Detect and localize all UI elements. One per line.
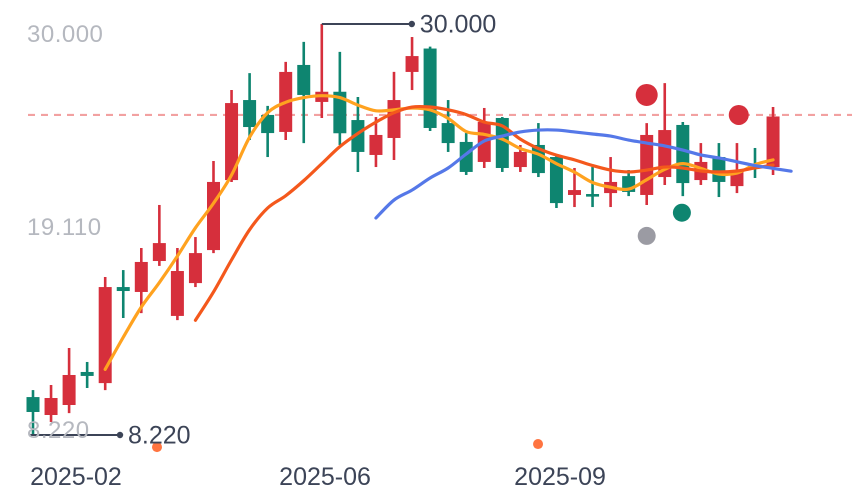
candle[interactable] bbox=[622, 170, 636, 197]
candle-body bbox=[207, 181, 220, 251]
x-axis-label-2025-06: 2025-06 bbox=[279, 463, 371, 491]
candle-body bbox=[712, 157, 726, 182]
candle-body bbox=[62, 374, 76, 405]
candle[interactable] bbox=[243, 73, 257, 141]
candle[interactable] bbox=[80, 361, 94, 389]
event-dot-marker[interactable] bbox=[533, 439, 544, 450]
y-axis-label-bottom: 8.220 bbox=[27, 417, 90, 444]
candle[interactable] bbox=[225, 90, 239, 182]
candle[interactable] bbox=[694, 143, 708, 185]
candle-body bbox=[152, 243, 166, 262]
candle-body bbox=[387, 100, 401, 138]
y-axis-label-top: 30.000 bbox=[27, 21, 104, 48]
candle[interactable] bbox=[369, 117, 383, 168]
candle-body bbox=[586, 194, 600, 197]
signal-circle-marker[interactable] bbox=[672, 203, 691, 222]
candle-body bbox=[423, 48, 437, 128]
candle-body bbox=[44, 398, 58, 415]
extreme-annotation bbox=[321, 20, 415, 28]
signal-circle-marker[interactable] bbox=[637, 226, 656, 245]
candle-body bbox=[441, 123, 455, 144]
candle-body bbox=[568, 190, 581, 195]
candle-body bbox=[369, 134, 383, 155]
candle-body bbox=[658, 130, 672, 178]
ma-fast-orange-line bbox=[103, 94, 775, 371]
candle[interactable] bbox=[297, 41, 311, 144]
x-axis-label-2025-02: 2025-02 bbox=[30, 463, 122, 491]
extreme-annotation bbox=[30, 431, 124, 439]
event-dot-marker[interactable] bbox=[152, 442, 163, 453]
candle[interactable] bbox=[62, 348, 76, 414]
candle-body bbox=[405, 56, 419, 72]
candle-body bbox=[513, 151, 527, 168]
candle[interactable] bbox=[152, 204, 166, 266]
candle[interactable] bbox=[676, 121, 690, 197]
candle-body bbox=[225, 103, 239, 181]
candle-body bbox=[134, 261, 148, 292]
candle[interactable] bbox=[405, 37, 419, 91]
candle-body bbox=[261, 114, 275, 134]
candle-body bbox=[495, 117, 509, 168]
x-axis-label-2025-09: 2025-09 bbox=[514, 463, 606, 491]
candle[interactable] bbox=[640, 123, 654, 205]
y-axis-label-middle: 19.110 bbox=[27, 213, 102, 241]
candle-body bbox=[80, 371, 94, 376]
candle[interactable] bbox=[730, 143, 744, 194]
candle-body bbox=[243, 100, 257, 128]
candle-body bbox=[549, 157, 563, 204]
ma-slow-orange-line bbox=[193, 104, 775, 322]
signal-circle-marker[interactable] bbox=[635, 83, 658, 106]
candle[interactable] bbox=[98, 277, 112, 391]
candle[interactable] bbox=[170, 247, 184, 321]
candle-body bbox=[766, 116, 780, 168]
candle[interactable] bbox=[116, 270, 130, 319]
candle-body bbox=[116, 287, 130, 292]
candle[interactable] bbox=[712, 143, 726, 198]
annotation-dot bbox=[408, 20, 415, 28]
candle[interactable] bbox=[586, 167, 600, 208]
candle-body bbox=[459, 141, 473, 172]
high-annotation-label: 30.000 bbox=[419, 10, 497, 39]
ma-long-blue-line bbox=[374, 128, 793, 220]
candle[interactable] bbox=[568, 167, 581, 208]
candle-body bbox=[98, 287, 112, 384]
candle[interactable] bbox=[26, 390, 40, 435]
candle[interactable] bbox=[423, 46, 437, 131]
annotation-dot bbox=[116, 431, 124, 439]
candle-body bbox=[170, 271, 184, 316]
candle-body bbox=[297, 64, 311, 95]
candle[interactable] bbox=[604, 157, 618, 208]
candle-body bbox=[26, 397, 40, 412]
candle-body bbox=[333, 91, 347, 134]
candle-body bbox=[676, 124, 690, 184]
candle[interactable] bbox=[315, 24, 329, 118]
low-annotation-label: 8.220 bbox=[128, 421, 191, 450]
candle[interactable] bbox=[134, 247, 148, 314]
candle-body bbox=[188, 253, 202, 284]
candle[interactable] bbox=[44, 384, 58, 422]
candle[interactable] bbox=[188, 237, 202, 288]
signal-circle-marker[interactable] bbox=[728, 104, 749, 125]
candle-body bbox=[351, 120, 365, 152]
